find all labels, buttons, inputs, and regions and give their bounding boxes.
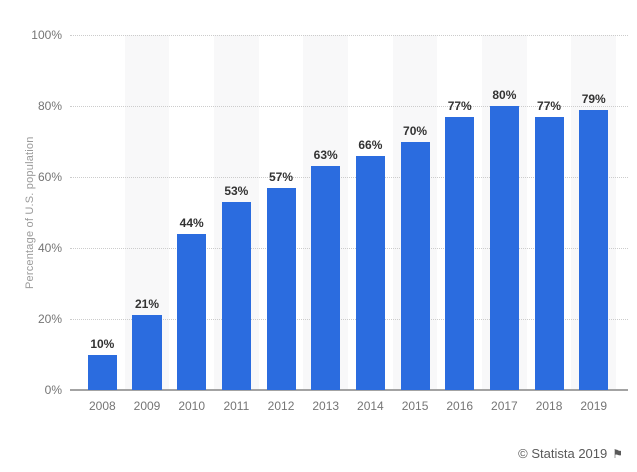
plot-area: 10% 21% 44% 53% 57% 63% 66% 70% 77% 80% 77% 79% — [70, 35, 628, 390]
bar-value-label: 53% — [224, 183, 249, 198]
y-tick-label: 80% — [37, 99, 62, 113]
bar — [579, 109, 609, 390]
bar-column: 79% — [571, 35, 616, 390]
bar-value-label: 70% — [403, 123, 428, 138]
bar — [87, 354, 117, 390]
bar-column: 70% — [393, 35, 438, 390]
bar — [400, 141, 430, 390]
bar-column: 44% — [169, 35, 214, 390]
x-axis-line — [70, 389, 628, 391]
bar-value-label: 57% — [269, 169, 294, 184]
bar — [489, 106, 519, 390]
x-tick-label: 2016 — [446, 399, 474, 413]
bar-value-label: 79% — [581, 91, 606, 106]
gridline — [70, 35, 628, 36]
x-tick-label: 2014 — [357, 399, 384, 413]
attribution: © Statista 2019 ⚑ — [518, 446, 623, 462]
bar-column: 53% — [214, 35, 259, 390]
x-tick-label: 2010 — [178, 399, 206, 413]
x-tick-label: 2019 — [580, 399, 608, 413]
y-tick-label: 20% — [37, 312, 62, 326]
bar-column: 63% — [303, 35, 348, 390]
bar — [311, 166, 341, 390]
bars-layer: 10% 21% 44% 53% 57% 63% 66% 70% 77% 80% 77% 79% — [80, 35, 616, 390]
attribution-text: © Statista 2019 — [518, 446, 608, 461]
bar — [132, 315, 162, 390]
y-axis-title: Percentage of U.S. population — [24, 136, 36, 289]
y-tick-label: 40% — [37, 241, 62, 255]
x-tick-label: 2018 — [535, 399, 563, 413]
bar — [445, 116, 475, 390]
gridline — [70, 106, 628, 107]
x-tick-label: 2012 — [267, 399, 295, 413]
gridline — [70, 319, 628, 320]
flag-icon: ⚑ — [612, 447, 623, 461]
x-tick-label: 2009 — [133, 399, 161, 413]
bar-column: 10% — [80, 35, 125, 390]
bar-value-label: 77% — [537, 98, 562, 113]
bar — [221, 201, 251, 390]
x-tick-label: 2017 — [491, 399, 518, 413]
bar-value-label: 10% — [90, 336, 115, 351]
x-axis-tick-labels: 2008 2009 2010 2011 2012 2013 2014 2015 2016 2017… — [80, 399, 616, 414]
bar-value-label: 21% — [134, 297, 160, 312]
bar-value-label: 44% — [179, 215, 204, 230]
bar-value-label: 80% — [492, 88, 517, 102]
x-tick-label: 2011 — [223, 399, 250, 413]
bar — [355, 155, 385, 390]
bar-column: 80% — [482, 35, 527, 390]
bar-column: 77% — [437, 35, 482, 390]
y-tick-label: 100% — [31, 28, 62, 42]
bar — [266, 187, 296, 390]
gridline — [70, 177, 628, 178]
x-tick-label: 2008 — [88, 399, 116, 413]
gridline — [70, 248, 628, 249]
bar-column: 21% — [125, 35, 170, 390]
bar-column: 77% — [527, 35, 572, 390]
x-tick-label: 2015 — [401, 399, 429, 413]
bar-value-label: 66% — [358, 137, 383, 152]
y-tick-label: 60% — [37, 170, 62, 184]
bar — [534, 116, 564, 390]
bar-column: 57% — [259, 35, 304, 390]
bar-value-label: 77% — [447, 98, 472, 113]
y-tick-label: 0% — [44, 383, 62, 397]
x-tick-label: 2013 — [312, 399, 340, 413]
bar — [177, 233, 207, 390]
bar-column: 66% — [348, 35, 393, 390]
bar-value-label: 63% — [313, 148, 338, 163]
